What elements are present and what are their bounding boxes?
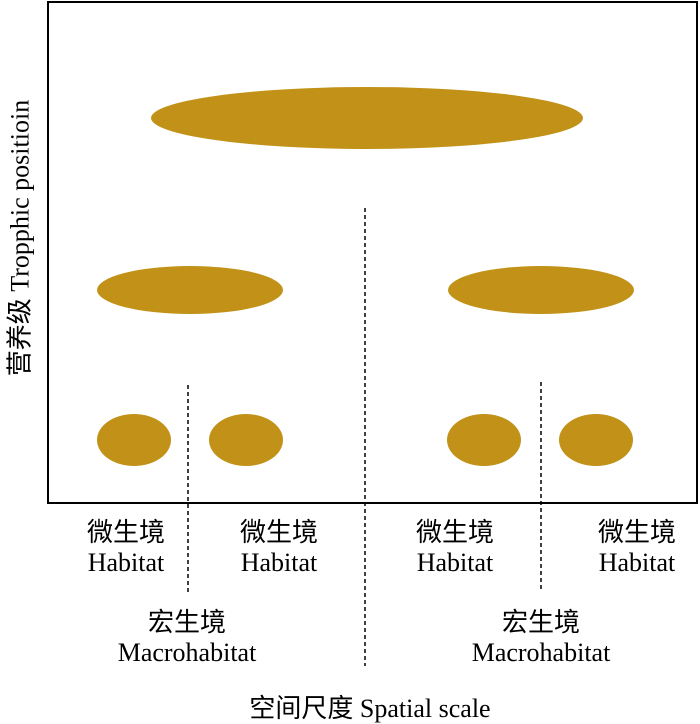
habitat-label-3: 微生境 Habitat: [416, 518, 494, 578]
habitat-label-1: 微生境 Habitat: [87, 518, 165, 578]
habitat-label-cn: 微生境: [86, 518, 166, 548]
macrohabitat-label-cn: 宏生境: [147, 608, 227, 638]
habitat-label-2: 微生境 Habitat: [240, 518, 318, 578]
middle-left-ellipse: [97, 266, 283, 314]
habitat-label-en: Habitat: [598, 548, 676, 577]
macrohabitat-label-cn: 宏生境: [501, 608, 581, 638]
bottom-ellipse-1: [97, 414, 171, 466]
plot-frame: [47, 1, 698, 504]
bottom-ellipse-3: [447, 414, 521, 466]
middle-right-ellipse: [448, 266, 634, 314]
y-axis-label: 营养级 Tropphic positioin: [5, 99, 35, 377]
macrohabitat-label-en: Macrohabitat: [117, 638, 257, 667]
macrohabitat-label-right: 宏生境 Macrohabitat: [472, 608, 611, 668]
habitat-label-en: Habitat: [416, 548, 494, 577]
bottom-ellipse-4: [559, 414, 633, 466]
bottom-ellipse-2: [209, 414, 283, 466]
habitat-label-cn: 微生境: [415, 518, 495, 548]
macrohabitat-label-en: Macrohabitat: [471, 638, 611, 667]
macrohabitat-label-left: 宏生境 Macrohabitat: [118, 608, 257, 668]
x-axis-label: 空间尺度 Spatial scale: [249, 694, 491, 723]
habitat-label-en: Habitat: [240, 548, 318, 577]
habitat-label-cn: 微生境: [239, 518, 319, 548]
habitat-label-4: 微生境 Habitat: [598, 518, 676, 578]
habitat-label-cn: 微生境: [597, 518, 677, 548]
habitat-label-en: Habitat: [87, 548, 165, 577]
top-trophic-ellipse: [151, 87, 583, 149]
